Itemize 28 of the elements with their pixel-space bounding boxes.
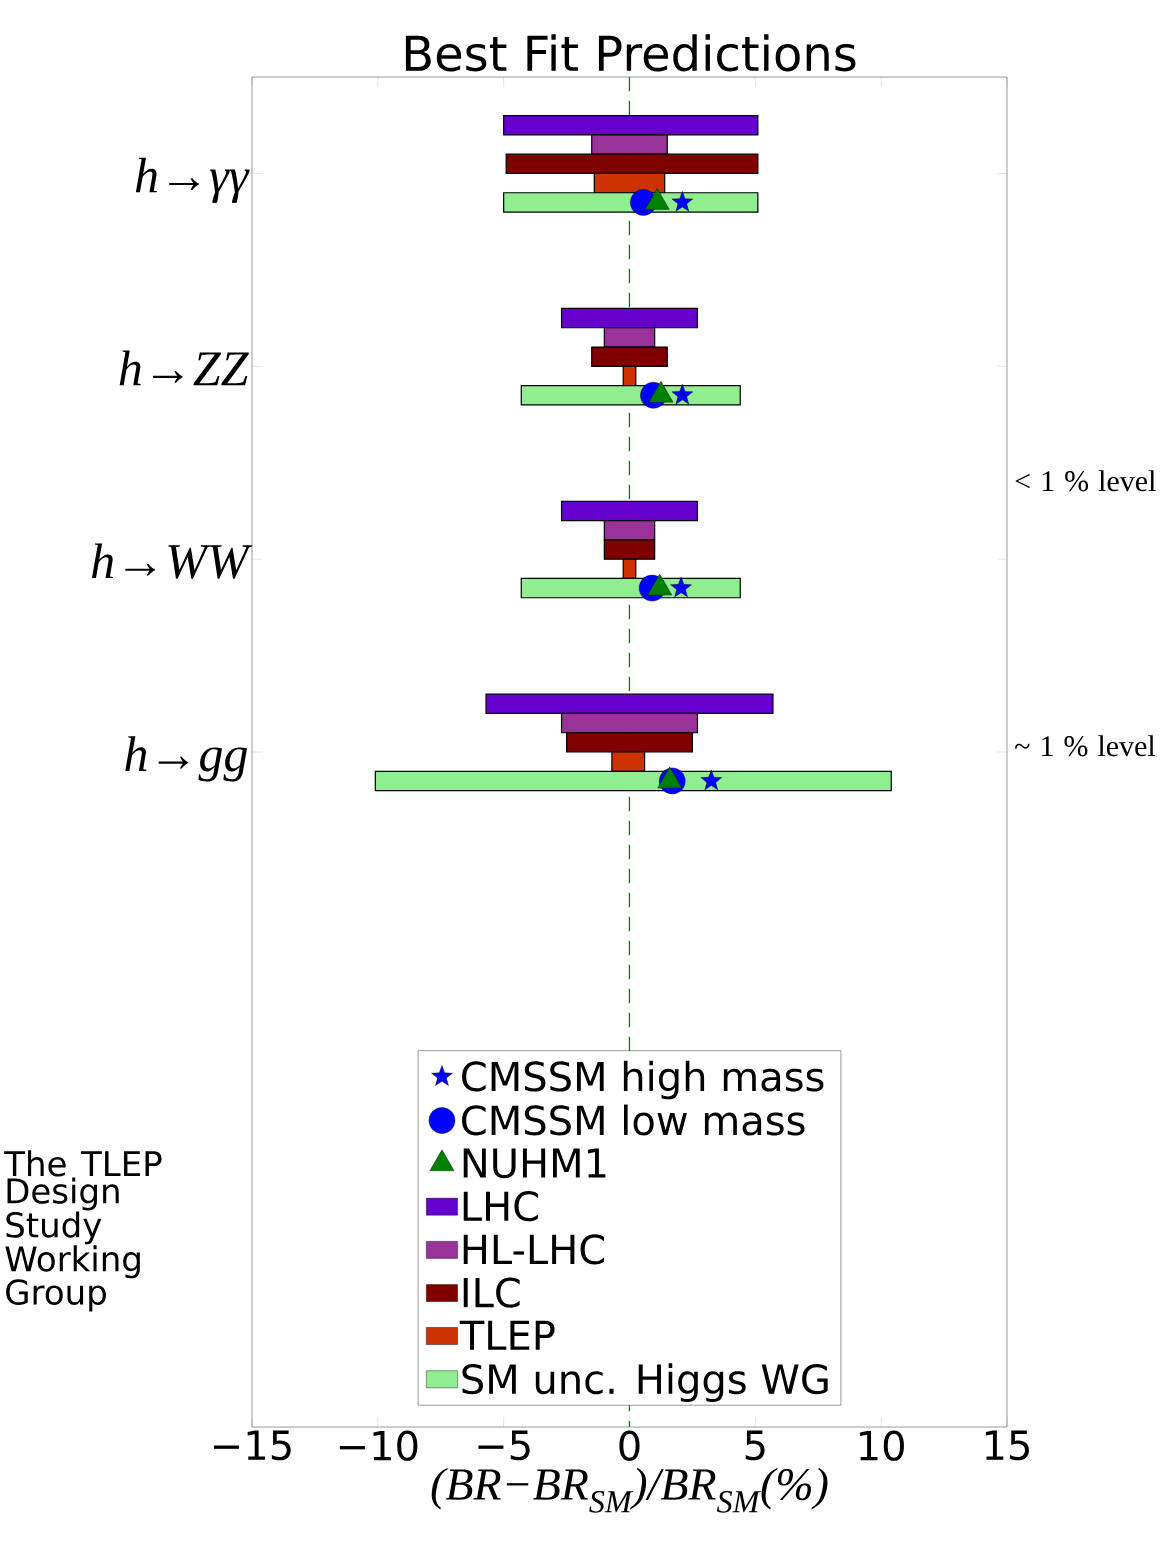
legend-label: CMSSM low mass: [461, 1104, 805, 1136]
y-tick-label: h→WW: [91, 543, 253, 579]
text: The TLEP Design Study Working Group: [4, 1150, 162, 1312]
legend-label: LHC: [463, 1191, 538, 1222]
legend-label: CMSSM high mass: [461, 1060, 824, 1100]
text: ~ 1 % level: [1014, 735, 1156, 757]
y-tick-label: h→γγ: [135, 157, 250, 203]
point: [671, 384, 693, 405]
chart-title: Best Fit Predictions: [405, 34, 856, 72]
x-tick-label: −10: [339, 1430, 418, 1461]
point: [670, 576, 692, 598]
x-tick-label: 0: [619, 1430, 640, 1461]
x-tick-label: −15: [213, 1430, 291, 1461]
y-tick-label: h→ZZ: [119, 350, 249, 386]
legend-label: HL-LHC: [463, 1234, 604, 1265]
point: [700, 769, 722, 791]
legend-label: SM unc. Higgs WG: [462, 1363, 828, 1403]
text: < 1 % level: [1015, 470, 1156, 492]
legend-label: TLEP: [459, 1320, 555, 1350]
y-tick-label: h→gg: [125, 736, 247, 782]
x-tick-label: −5: [478, 1430, 530, 1461]
x-axis-title: (BR−BR$_{SM}$)/BR$_{SM}$(%): [431, 1467, 828, 1513]
x-tick-label: 5: [745, 1430, 765, 1461]
legend-label: ILC: [463, 1277, 520, 1308]
point: [671, 191, 693, 212]
x-tick-label: 15: [985, 1430, 1029, 1461]
legend-label: NUHM1: [463, 1148, 606, 1179]
x-tick-label: 10: [860, 1430, 904, 1461]
